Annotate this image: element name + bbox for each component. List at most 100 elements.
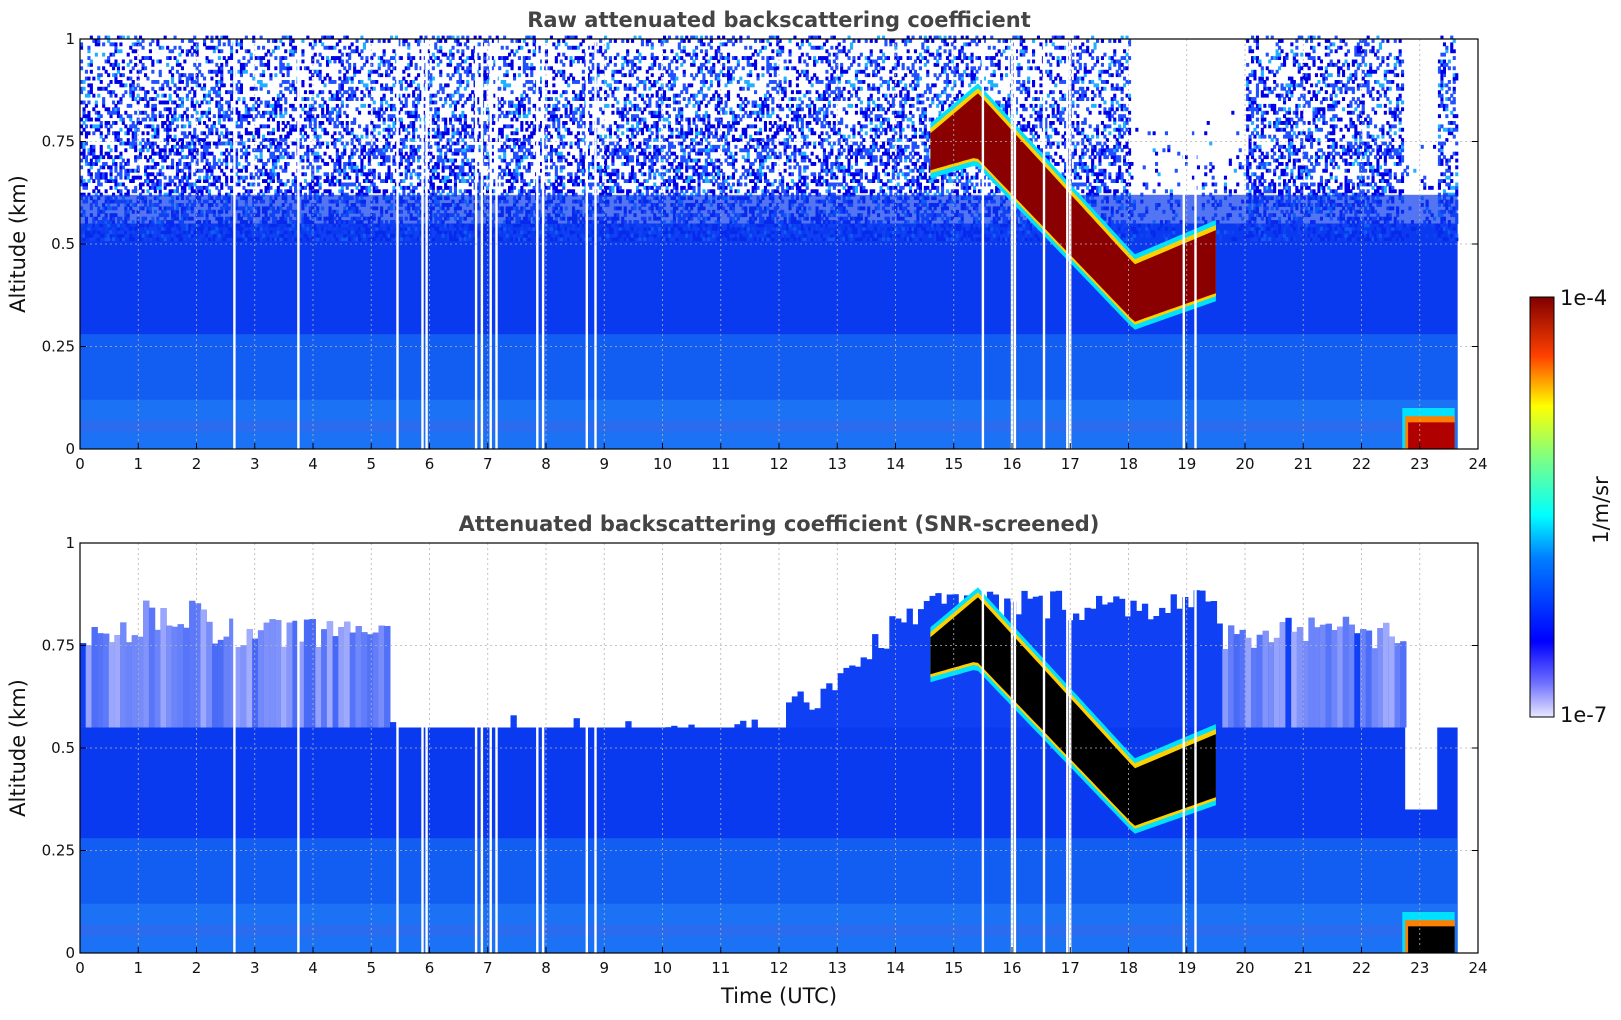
noise-pixel — [124, 172, 128, 177]
noise-pixel — [230, 90, 234, 95]
noise-pixel — [333, 165, 337, 170]
noise-pixel — [89, 162, 93, 166]
noise-pixel — [119, 49, 123, 54]
noise-pixel — [540, 76, 544, 81]
noise-pixel — [498, 86, 502, 91]
noise-pixel — [456, 117, 460, 122]
noise-pixel — [532, 66, 536, 71]
noise-pixel — [362, 144, 366, 149]
noise-pixel — [552, 107, 556, 112]
noise-pixel — [483, 73, 487, 78]
noise-pixel — [446, 138, 450, 142]
noise-pixel — [493, 121, 497, 125]
noise-pixel — [505, 165, 509, 170]
noise-pixel — [333, 182, 337, 187]
noise-pixel — [414, 110, 418, 115]
noise-pixel — [298, 66, 302, 71]
noise-pixel — [414, 114, 418, 119]
noise-pixel — [328, 179, 332, 183]
noise-pixel — [237, 179, 241, 183]
noise-pixel — [183, 131, 187, 136]
noise-pixel — [151, 59, 155, 64]
noise-pixel — [510, 110, 514, 115]
noise-pixel — [144, 73, 148, 78]
noise-pixel — [267, 110, 271, 115]
noise-pixel — [146, 179, 150, 183]
noise-pixel — [269, 110, 273, 115]
noise-pixel — [235, 39, 239, 43]
noise-pixel — [557, 107, 561, 112]
noise-pixel — [89, 144, 93, 149]
noise-pixel — [345, 114, 349, 119]
noise-pixel — [148, 49, 152, 54]
noise-pixel — [82, 110, 86, 115]
noise-pixel — [136, 121, 140, 125]
noise-pixel — [493, 93, 497, 98]
noise-pixel — [520, 172, 524, 177]
noise-pixel — [171, 49, 175, 54]
noise-pixel — [306, 117, 310, 122]
noise-pixel — [244, 49, 248, 54]
noise-pixel — [414, 127, 418, 132]
noise-pixel — [419, 155, 423, 160]
noise-pixel — [557, 192, 561, 197]
noise-pixel — [444, 39, 448, 43]
noise-pixel — [461, 66, 465, 71]
noise-pixel — [153, 117, 157, 122]
noise-pixel — [89, 83, 93, 88]
noise-pixel — [225, 179, 229, 183]
noise-pixel — [456, 172, 460, 177]
noise-pixel — [166, 131, 170, 136]
noise-pixel — [97, 124, 101, 129]
noise-pixel — [183, 144, 187, 149]
noise-pixel — [554, 168, 558, 173]
noise-pixel — [527, 35, 531, 40]
noise-pixel — [239, 66, 243, 71]
noise-pixel — [453, 90, 457, 95]
noise-pixel — [562, 69, 566, 74]
noise-pixel — [318, 62, 322, 67]
noise-pixel — [180, 179, 184, 183]
noise-pixel — [171, 114, 175, 119]
noise-pixel — [532, 90, 536, 95]
noise-pixel — [540, 151, 544, 156]
noise-pixel — [279, 90, 283, 95]
noise-pixel — [291, 107, 295, 112]
noise-pixel — [385, 86, 389, 91]
noise-pixel — [461, 93, 465, 98]
noise-pixel — [365, 86, 369, 91]
noise-pixel — [151, 158, 155, 163]
noise-pixel — [345, 175, 349, 180]
noise-pixel — [377, 39, 381, 43]
noise-pixel — [144, 124, 148, 129]
noise-pixel — [313, 182, 317, 187]
noise-pixel — [129, 124, 133, 129]
noise-pixel — [102, 162, 106, 166]
noise-pixel — [156, 93, 160, 98]
noise-pixel — [173, 144, 177, 149]
noise-pixel — [262, 114, 266, 119]
noise-pixel — [289, 189, 293, 194]
noise-pixel — [323, 83, 327, 88]
noise-pixel — [141, 56, 145, 60]
noise-pixel — [564, 107, 568, 112]
noise-pixel — [564, 97, 568, 101]
noise-pixel — [377, 107, 381, 112]
noise-pixel — [426, 162, 430, 166]
noise-pixel — [564, 56, 568, 60]
noise-pixel — [262, 110, 266, 115]
noise-pixel — [397, 151, 401, 156]
noise-pixel — [434, 175, 438, 180]
noise-pixel — [239, 117, 243, 122]
noise-pixel — [572, 121, 576, 125]
noise-pixel — [92, 162, 96, 166]
noise-pixel — [298, 103, 302, 108]
noise-pixel — [453, 179, 457, 183]
noise-pixel — [207, 100, 211, 105]
noise-pixel — [330, 182, 334, 187]
noise-pixel — [436, 175, 440, 180]
noise-pixel — [387, 86, 391, 91]
noise-pixel — [417, 83, 421, 88]
noise-pixel — [446, 83, 450, 88]
noise-pixel — [195, 73, 199, 78]
